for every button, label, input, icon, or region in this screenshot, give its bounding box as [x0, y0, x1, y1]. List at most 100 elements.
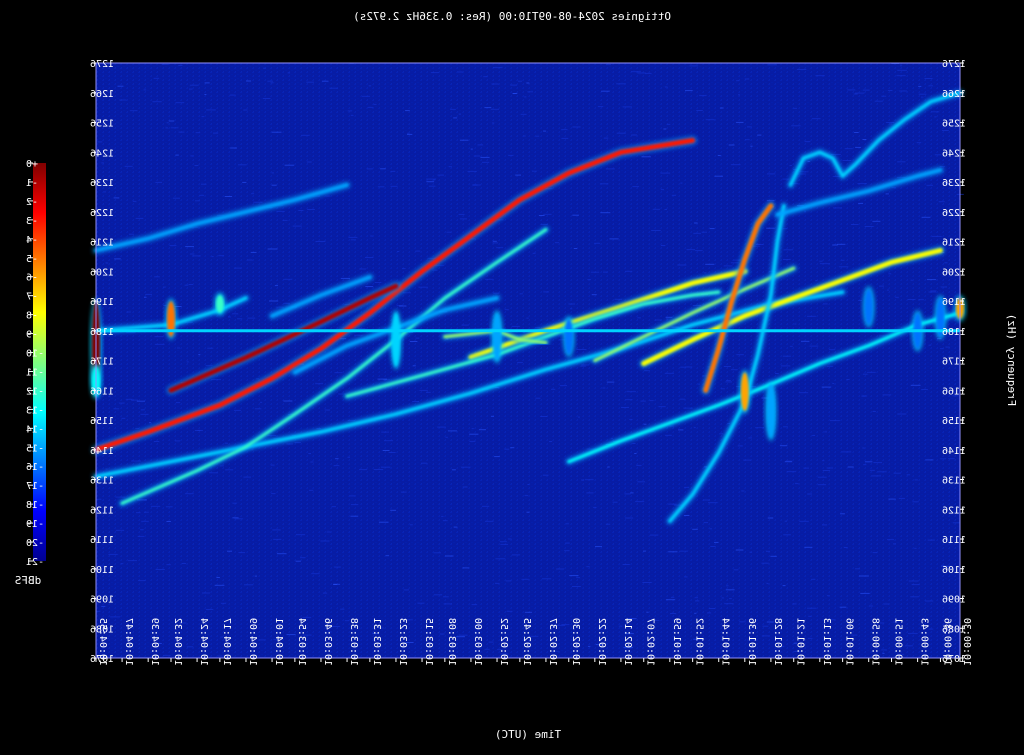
- noise-speck: [484, 107, 492, 109]
- noise-speck: [888, 273, 892, 275]
- noise-speck: [670, 596, 675, 598]
- noise-speck: [931, 111, 940, 113]
- noise-speck: [762, 625, 769, 627]
- noise-speck: [519, 293, 523, 295]
- trace-14: [703, 203, 774, 393]
- x-tick-label-16: 10:02:52: [498, 618, 509, 666]
- noise-speck: [192, 255, 201, 257]
- noise-speck: [928, 291, 937, 293]
- noise-speck: [631, 134, 637, 136]
- noise-speck: [274, 285, 278, 287]
- trace-13: [668, 204, 786, 523]
- noise-speck: [457, 71, 463, 73]
- noise-speck: [330, 626, 340, 627]
- noise-speck: [650, 534, 659, 536]
- noise-speck: [233, 267, 242, 269]
- noise-speck: [365, 257, 374, 258]
- noise-speck: [511, 554, 520, 556]
- noise-speck: [864, 461, 873, 463]
- noise-speck: [220, 636, 223, 638]
- noise-speck: [782, 585, 786, 587]
- x-tick-label-24: 10:01:52: [694, 618, 705, 666]
- noise-speck: [161, 63, 169, 65]
- colorbar-tick-label-20: -20: [26, 538, 44, 549]
- noise-speck: [590, 271, 600, 273]
- noise-speck: [807, 637, 813, 639]
- noise-speck: [736, 354, 744, 356]
- x-tick-label-19: 10:02:30: [570, 618, 581, 666]
- noise-speck: [766, 200, 775, 202]
- noise-speck: [897, 69, 907, 71]
- noise-speck: [651, 230, 661, 231]
- x-tick-label-35: 10:00:30: [961, 618, 972, 666]
- noise-speck: [165, 127, 169, 129]
- noise-speck: [804, 141, 811, 143]
- noise-speck: [735, 549, 744, 551]
- noise-speck: [334, 372, 343, 374]
- noise-speck: [125, 398, 133, 400]
- noise-speck: [331, 506, 336, 508]
- noise-speck: [511, 325, 520, 327]
- noise-speck: [581, 479, 585, 481]
- noise-speck: [282, 219, 288, 221]
- noise-speck: [721, 597, 724, 599]
- noise-speck: [504, 448, 510, 450]
- noise-speck: [702, 375, 708, 377]
- y-tick-label-left-10: 1176: [90, 357, 114, 368]
- noise-speck: [799, 520, 809, 522]
- noise-speck: [882, 394, 892, 396]
- noise-speck: [224, 196, 233, 197]
- noise-speck: [807, 607, 817, 609]
- noise-speck: [898, 497, 905, 499]
- noise-speck: [315, 383, 324, 385]
- x-tick-label-27: 10:01:28: [772, 618, 783, 666]
- noise-speck: [625, 399, 633, 401]
- noise-speck: [495, 558, 506, 560]
- noise-speck: [526, 317, 529, 319]
- noise-speck: [799, 171, 809, 173]
- noise-speck: [186, 361, 189, 363]
- noise-speck: [270, 82, 274, 84]
- noise-speck: [262, 67, 266, 69]
- noise-speck: [524, 611, 532, 613]
- noise-speck: [747, 639, 757, 641]
- noise-speck: [296, 534, 306, 536]
- noise-speck: [118, 402, 125, 404]
- noise-speck: [137, 535, 145, 537]
- noise-speck: [385, 555, 390, 557]
- noise-speck: [301, 134, 310, 136]
- noise-speck: [703, 522, 709, 524]
- noise-speck: [367, 106, 374, 108]
- noise-speck: [316, 428, 322, 429]
- noise-speck: [554, 242, 560, 244]
- noise-speck: [872, 552, 878, 554]
- noise-speck: [105, 262, 109, 264]
- noise-speck: [237, 164, 247, 166]
- noise-speck: [174, 306, 182, 307]
- noise-speck: [508, 154, 514, 156]
- noise-speck: [677, 264, 687, 266]
- noise-speck: [272, 529, 281, 531]
- noise-speck: [350, 239, 356, 241]
- noise-speck: [253, 201, 263, 203]
- colorbar-tick-label-11: -11: [26, 367, 44, 378]
- noise-speck: [694, 222, 698, 224]
- noise-speck: [725, 589, 735, 591]
- noise-speck: [640, 400, 646, 402]
- noise-speck: [295, 560, 301, 562]
- noise-speck: [836, 243, 846, 245]
- noise-speck: [141, 520, 149, 522]
- noise-speck: [561, 137, 569, 139]
- noise-speck: [561, 624, 570, 626]
- noise-speck: [551, 388, 556, 390]
- noise-speck: [535, 135, 540, 137]
- noise-speck: [725, 381, 732, 383]
- noise-speck: [637, 481, 645, 483]
- noise-speck: [881, 649, 887, 651]
- noise-speck: [340, 277, 350, 279]
- noise-speck: [115, 496, 126, 498]
- x-tick-label-15: 10:03:00: [472, 618, 483, 666]
- y-tick-label-left-7: 1146: [90, 446, 114, 457]
- x-tick-label-1: 10:04:47: [123, 618, 134, 666]
- noise-speck: [409, 331, 414, 333]
